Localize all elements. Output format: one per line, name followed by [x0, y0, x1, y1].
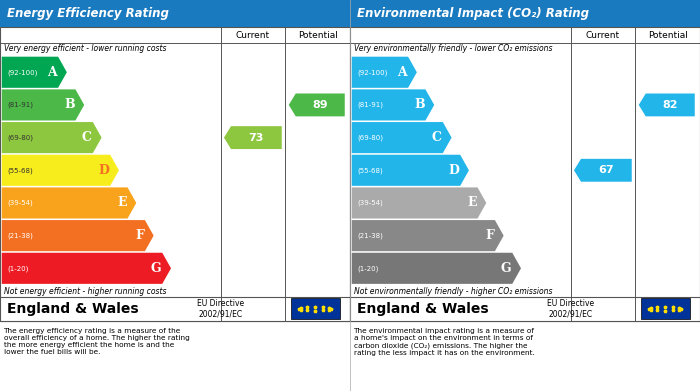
- FancyBboxPatch shape: [350, 0, 700, 27]
- Polygon shape: [1, 155, 119, 186]
- Polygon shape: [1, 90, 84, 120]
- Text: (21-38): (21-38): [7, 232, 33, 239]
- Text: 82: 82: [662, 100, 678, 110]
- Text: D: D: [449, 164, 459, 177]
- Polygon shape: [1, 122, 102, 153]
- Text: (55-68): (55-68): [7, 167, 33, 174]
- Text: Potential: Potential: [648, 30, 687, 40]
- Text: G: G: [500, 262, 512, 275]
- Text: G: G: [150, 262, 162, 275]
- Polygon shape: [351, 155, 469, 186]
- Text: A: A: [398, 66, 407, 79]
- Text: (39-54): (39-54): [7, 200, 33, 206]
- Polygon shape: [638, 93, 694, 117]
- Text: EU Directive
2002/91/EC: EU Directive 2002/91/EC: [197, 299, 244, 319]
- Text: Environmental Impact (CO₂) Rating: Environmental Impact (CO₂) Rating: [357, 7, 589, 20]
- Text: Not environmentally friendly - higher CO₂ emissions: Not environmentally friendly - higher CO…: [354, 287, 552, 296]
- Text: (69-80): (69-80): [357, 135, 383, 141]
- Text: E: E: [117, 196, 127, 210]
- Text: F: F: [485, 229, 494, 242]
- Text: B: B: [414, 99, 425, 111]
- FancyBboxPatch shape: [350, 297, 700, 321]
- Text: (21-38): (21-38): [357, 232, 383, 239]
- FancyBboxPatch shape: [0, 27, 350, 321]
- Polygon shape: [1, 57, 66, 88]
- Text: Current: Current: [586, 30, 620, 40]
- Text: A: A: [48, 66, 57, 79]
- Polygon shape: [288, 93, 344, 117]
- Polygon shape: [1, 187, 136, 219]
- Text: 89: 89: [312, 100, 328, 110]
- Text: D: D: [99, 164, 109, 177]
- Text: C: C: [82, 131, 92, 144]
- Text: The environmental impact rating is a measure of
a home's impact on the environme: The environmental impact rating is a mea…: [354, 328, 535, 356]
- Text: (1-20): (1-20): [357, 265, 379, 272]
- Text: (1-20): (1-20): [7, 265, 29, 272]
- Text: Energy Efficiency Rating: Energy Efficiency Rating: [7, 7, 169, 20]
- FancyBboxPatch shape: [350, 27, 700, 321]
- FancyBboxPatch shape: [0, 0, 350, 27]
- Polygon shape: [351, 220, 503, 251]
- Text: (69-80): (69-80): [7, 135, 33, 141]
- Text: (81-91): (81-91): [7, 102, 33, 108]
- Polygon shape: [224, 126, 281, 149]
- Text: Potential: Potential: [298, 30, 337, 40]
- Text: Current: Current: [236, 30, 270, 40]
- Text: (92-100): (92-100): [357, 69, 387, 75]
- Polygon shape: [351, 122, 452, 153]
- Text: F: F: [135, 229, 144, 242]
- FancyBboxPatch shape: [290, 298, 340, 319]
- Text: Very environmentally friendly - lower CO₂ emissions: Very environmentally friendly - lower CO…: [354, 44, 552, 54]
- Text: EU Directive
2002/91/EC: EU Directive 2002/91/EC: [547, 299, 594, 319]
- Text: 67: 67: [598, 165, 614, 175]
- Text: (92-100): (92-100): [7, 69, 37, 75]
- Text: C: C: [432, 131, 442, 144]
- Polygon shape: [1, 253, 171, 284]
- Text: England & Wales: England & Wales: [7, 302, 139, 316]
- Polygon shape: [351, 90, 434, 120]
- Text: The energy efficiency rating is a measure of the
overall efficiency of a home. T: The energy efficiency rating is a measur…: [4, 328, 189, 355]
- Text: E: E: [467, 196, 477, 210]
- Polygon shape: [1, 220, 154, 251]
- FancyBboxPatch shape: [0, 297, 350, 321]
- FancyBboxPatch shape: [640, 298, 690, 319]
- Text: (81-91): (81-91): [357, 102, 383, 108]
- Text: (55-68): (55-68): [357, 167, 383, 174]
- Text: B: B: [64, 99, 75, 111]
- Text: (39-54): (39-54): [357, 200, 383, 206]
- Text: Not energy efficient - higher running costs: Not energy efficient - higher running co…: [4, 287, 166, 296]
- Polygon shape: [351, 57, 416, 88]
- Polygon shape: [351, 253, 521, 284]
- Text: Very energy efficient - lower running costs: Very energy efficient - lower running co…: [4, 44, 166, 54]
- Polygon shape: [574, 159, 631, 182]
- Text: 73: 73: [248, 133, 264, 143]
- Text: England & Wales: England & Wales: [357, 302, 489, 316]
- Polygon shape: [351, 187, 486, 219]
